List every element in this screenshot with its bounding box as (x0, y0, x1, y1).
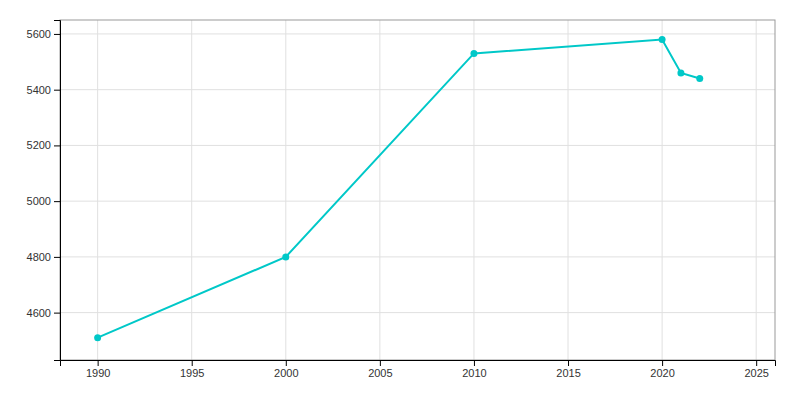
tick-label: 5400 (27, 84, 51, 96)
tick-label: 2015 (556, 367, 580, 379)
tick-mark (54, 313, 60, 314)
tick-label: 1995 (180, 367, 204, 379)
tick: 2000 (274, 360, 298, 379)
tick-mark (54, 257, 60, 258)
tick-mark (192, 360, 193, 366)
tick: 5200 (27, 139, 60, 151)
tick-label: 2000 (274, 367, 298, 379)
line (98, 40, 700, 338)
tick-label: 2010 (462, 367, 486, 379)
grid (60, 20, 775, 360)
grid-line-y (60, 256, 775, 257)
point (677, 69, 684, 76)
axis-line (54, 21, 61, 361)
tick-label: 5200 (27, 139, 51, 151)
x-axis: 1990 1995 2000 2005 2010 2015 2020 2025 (61, 360, 776, 379)
tick-label: 2020 (650, 367, 674, 379)
point (696, 75, 703, 82)
plot: 1990 1995 2000 2005 2010 2015 2020 2025 4600 4800… (27, 20, 776, 379)
data-layer (94, 36, 703, 341)
tick-label: 2005 (368, 367, 392, 379)
tick: 1990 (86, 360, 110, 379)
grid-line-x (191, 20, 192, 360)
grid-line-y (60, 145, 775, 146)
point (659, 36, 666, 43)
grid-line-x (97, 20, 98, 360)
tick-label: 5600 (27, 28, 51, 40)
tick-mark (54, 90, 60, 91)
point (282, 253, 289, 260)
chart: 1990 1995 2000 2005 2010 2015 2020 2025 4600 4800… (0, 0, 800, 400)
tick: 5400 (27, 84, 60, 96)
point (470, 50, 477, 57)
tick: 2015 (556, 360, 580, 379)
grid-line-x (756, 20, 757, 360)
grid-line-x (662, 20, 663, 360)
axis-line (61, 361, 776, 367)
tick-mark (568, 360, 569, 366)
tick: 5600 (27, 28, 60, 40)
tick-mark (54, 34, 60, 35)
tick-mark (286, 360, 287, 366)
tick-label: 4600 (27, 307, 51, 319)
tick-label: 4800 (27, 251, 51, 263)
grid-line-y (60, 33, 775, 34)
tick-mark (756, 360, 757, 366)
tick: 2025 (744, 360, 768, 379)
tick-mark (662, 360, 663, 366)
tick-mark (474, 360, 475, 366)
grid-line-y (60, 89, 775, 90)
tick-label: 1990 (86, 367, 110, 379)
tick-mark (54, 201, 60, 202)
y-axis: 4600 4800 5000 5200 5400 5600 (27, 21, 61, 361)
grid-line-x (379, 20, 380, 360)
grid-line-y (60, 312, 775, 313)
tick: 5000 (27, 195, 60, 207)
tick-label: 5000 (27, 195, 51, 207)
grid-line-y (60, 201, 775, 202)
point (94, 334, 101, 341)
tick: 2020 (650, 360, 674, 379)
plot-frame (60, 20, 775, 360)
tick-mark (380, 360, 381, 366)
tick: 2005 (368, 360, 392, 379)
grid-line-x (473, 20, 474, 360)
tick: 2010 (462, 360, 486, 379)
tick-mark (98, 360, 99, 366)
tick: 4600 (27, 307, 60, 319)
grid-line-x (568, 20, 569, 360)
tick-mark (54, 145, 60, 146)
tick-label: 2025 (744, 367, 768, 379)
grid-line-x (285, 20, 286, 360)
tick: 1995 (180, 360, 204, 379)
tick: 4800 (27, 251, 60, 263)
